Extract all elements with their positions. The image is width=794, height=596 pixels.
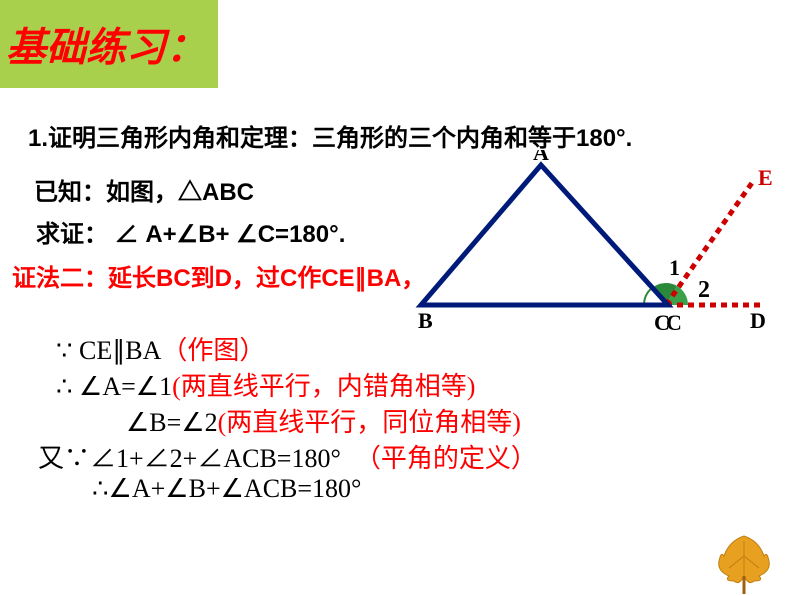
method-text: 证法二：延长BC到D，过C作CE∥BA， [12,258,425,293]
label-b: B [418,308,433,333]
proof-step2-prefix: ∴ ∠A=∠1 [56,372,172,401]
triangle-diagram: A B C C D E 1 2 [396,150,776,335]
problem-line1: 1.证明三角形内角和定理：三角形的三个内角和等于180°. [28,118,632,153]
label-e: E [758,165,773,190]
problem-line2: 已知：如图，△ABC [34,172,254,207]
label-angle1: 1 [669,255,680,280]
proof-step2: ∴ ∠A=∠1(两直线平行，内错角相等) [56,366,475,403]
line-ce [666,180,754,305]
proof-step3: ∠B=∠2(两直线平行，同位角相等) [126,402,521,439]
proof-step4-prefix: 又∵∠1+∠2+∠ACB=180° [38,444,341,473]
proof-step1: ∵ CE∥BA（作图） [56,330,265,367]
proof-step3-reason: (两直线平行，同位角相等) [218,408,521,437]
label-c2: C [666,310,682,335]
triangle-abc [421,165,668,305]
label-d: D [750,308,766,333]
label-a: A [533,150,549,165]
proof-step4-reason: （平角的定义） [355,444,537,473]
header-banner: 基础练习： [0,0,218,88]
proof-step2-reason: (两直线平行，内错角相等) [172,372,475,401]
proof-step3-prefix: ∠B=∠2 [126,408,218,437]
proof-step1-reason: （作图） [161,336,265,365]
problem-line3: 求证： ∠ A+∠B+ ∠C=180°. [36,214,345,249]
header-title: 基础练习： [6,15,206,73]
leaf-icon [709,526,779,596]
label-angle2: 2 [698,277,710,303]
proof-step4: 又∵∠1+∠2+∠ACB=180° （平角的定义） [38,438,537,475]
proof-step1-prefix: ∵ CE∥BA [56,336,161,365]
proof-step5: ∴∠A+∠B+∠ACB=180° [92,474,361,504]
